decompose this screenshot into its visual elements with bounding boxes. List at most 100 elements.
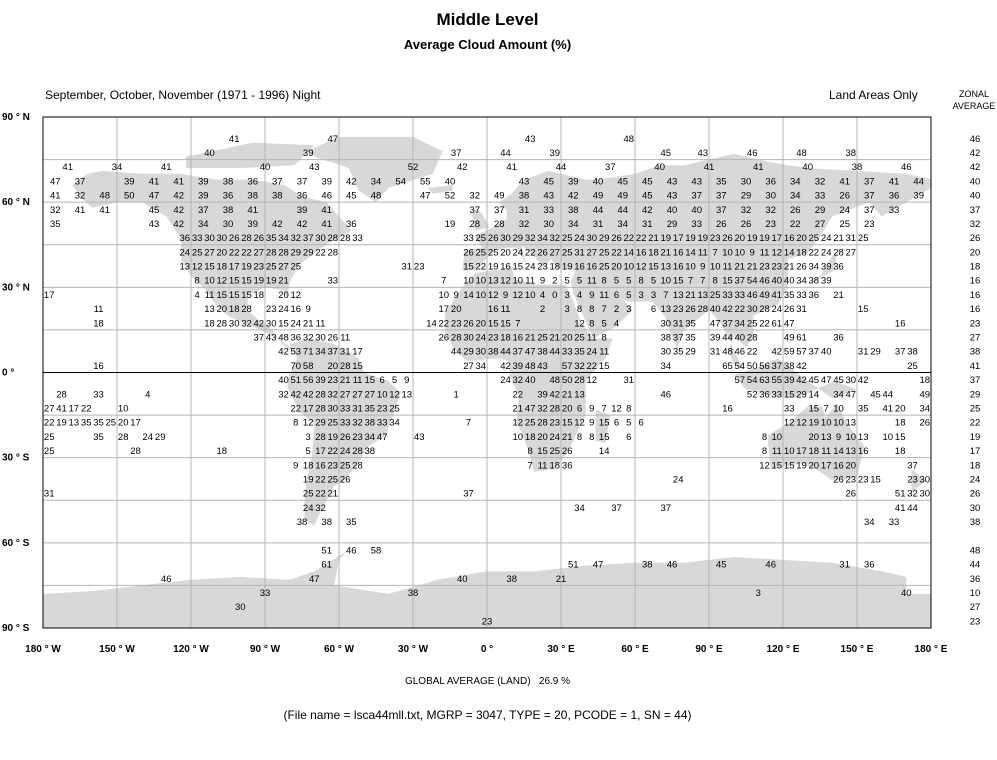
period-label: September, October, November (1971 - 199… <box>45 88 321 102</box>
cell-value: 31 <box>858 347 869 358</box>
cell-value: 41 <box>173 176 184 187</box>
cell-value: 47 <box>710 318 721 329</box>
cell-value: 42 <box>278 347 289 358</box>
cell-value: 36 <box>180 233 191 244</box>
cell-value: 16 <box>500 262 511 273</box>
cell-value: 37 <box>716 191 727 202</box>
lon-label: 0 ° <box>481 644 493 655</box>
cell-value: 32 <box>315 503 326 514</box>
cell-value: 13 <box>858 432 869 443</box>
cell-value: 26 <box>229 233 240 244</box>
cell-value: 0 <box>552 290 557 301</box>
cell-value: 8 <box>528 446 533 457</box>
cell-value: 10 <box>833 418 844 429</box>
cell-value: 31 <box>402 262 413 273</box>
cell-value: 45 <box>716 560 727 571</box>
landmass-arctic-islands <box>186 142 315 169</box>
cell-value: 13 <box>661 262 672 273</box>
lat-label: 60 ° N <box>2 197 30 208</box>
cell-value: 33 <box>691 219 702 230</box>
cell-value: 14 <box>833 446 844 457</box>
cell-value: 8 <box>639 276 644 287</box>
cell-value: 13 <box>698 290 709 301</box>
cell-value: 23 <box>907 475 918 486</box>
cell-value: 26 <box>846 489 857 500</box>
cell-value: 38 <box>223 176 234 187</box>
cell-value: 38 <box>642 560 653 571</box>
cell-value: 18 <box>500 333 511 344</box>
zonal-average-value: 30 <box>970 503 981 514</box>
cell-value: 24 <box>550 432 561 443</box>
cell-value: 25 <box>562 233 573 244</box>
cell-value: 26 <box>611 233 622 244</box>
cell-value: 51 <box>895 489 906 500</box>
cell-value: 15 <box>722 276 733 287</box>
cell-value: 12 <box>574 418 585 429</box>
cell-value: 37 <box>864 176 875 187</box>
cell-value: 10 <box>883 432 894 443</box>
cell-value: 3 <box>565 290 570 301</box>
lon-label: 90 ° W <box>250 644 281 655</box>
cell-value: 12 <box>636 262 647 273</box>
zonal-average-value: 16 <box>970 304 981 315</box>
zonal-average-value: 25 <box>970 404 981 415</box>
cell-value: 30 <box>543 219 554 230</box>
cell-value: 52 <box>408 162 419 173</box>
cell-value: 41 <box>889 176 900 187</box>
cell-value: 15 <box>784 389 795 400</box>
cell-value: 42 <box>303 389 314 400</box>
cell-value: 31 <box>593 219 604 230</box>
cell-value: 63 <box>759 375 770 386</box>
cell-value: 8 <box>589 304 594 315</box>
cell-value: 16 <box>291 304 302 315</box>
gridlines <box>43 117 931 628</box>
cell-value: 38 <box>846 148 857 159</box>
cell-value: 10 <box>624 262 635 273</box>
cell-value: 32 <box>241 318 252 329</box>
zonal-header-line-1: ZONAL <box>958 89 989 99</box>
cell-value: 22 <box>476 262 487 273</box>
lat-label: 90 ° S <box>2 623 30 634</box>
cell-value: 43 <box>698 148 709 159</box>
cell-value: 33 <box>815 191 826 202</box>
cell-value: 59 <box>784 347 795 358</box>
cell-value: 55 <box>420 176 431 187</box>
cell-value: 40 <box>667 205 678 216</box>
cell-value: 15 <box>599 432 610 443</box>
cell-value: 30 <box>920 475 931 486</box>
cell-value: 23 <box>377 404 388 415</box>
cell-value: 32 <box>291 233 302 244</box>
cell-value: 15 <box>217 290 228 301</box>
cell-value: 26 <box>562 446 573 457</box>
cell-value: 33 <box>340 418 351 429</box>
cell-value: 39 <box>513 361 524 372</box>
cell-value: 8 <box>577 304 582 315</box>
cell-value: 8 <box>626 404 631 415</box>
zonal-average-value: 26 <box>970 233 981 244</box>
cell-value: 27 <box>254 247 265 258</box>
cell-value: 46 <box>747 290 758 301</box>
cell-value: 13 <box>180 262 191 273</box>
cell-value: 54 <box>735 361 746 372</box>
cell-value: 39 <box>821 262 832 273</box>
cell-value: 12 <box>574 318 585 329</box>
zonal-average-value: 23 <box>970 318 981 329</box>
cell-value: 15 <box>772 460 783 471</box>
cell-value: 13 <box>204 304 215 315</box>
cell-value: 36 <box>291 333 302 344</box>
cell-value: 36 <box>833 262 844 273</box>
cell-value: 8 <box>762 432 767 443</box>
cell-value: 15 <box>599 418 610 429</box>
cell-value: 25 <box>266 262 277 273</box>
cell-value: 7 <box>700 276 705 287</box>
cell-value: 36 <box>247 176 258 187</box>
cell-value: 10 <box>833 404 844 415</box>
cell-value: 11 <box>698 247 708 258</box>
cell-value: 31 <box>846 233 857 244</box>
cell-value: 38 <box>852 162 863 173</box>
cell-value: 42 <box>346 176 357 187</box>
cell-value: 29 <box>291 247 302 258</box>
cell-value: 10 <box>661 276 672 287</box>
cell-value: 11 <box>316 318 326 329</box>
